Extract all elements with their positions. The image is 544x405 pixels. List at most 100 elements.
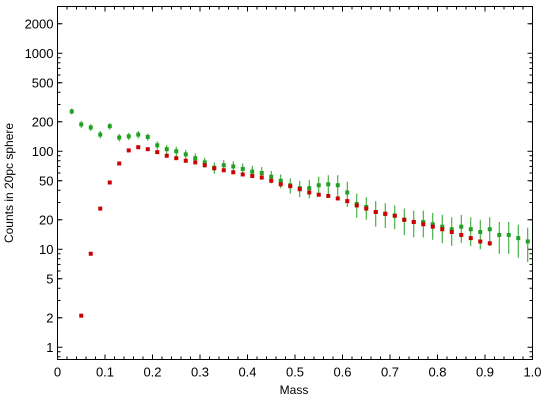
data-point [478,239,483,244]
x-tick-label: 0.8 [428,365,446,380]
data-point [487,241,492,246]
data-point [449,229,454,234]
y-tick-label: 2 [46,310,53,325]
data-point [411,219,416,224]
data-point [259,170,264,175]
x-axis-title: Mass [280,383,309,397]
data-point [364,206,369,211]
data-point [269,174,274,179]
data-point [183,152,188,157]
data-point [278,182,283,187]
data-point [69,109,74,114]
data-point [79,122,84,127]
x-tick-label: 0.3 [191,365,209,380]
data-point [269,178,274,183]
data-point [459,224,464,229]
data-point [478,229,483,234]
data-point [164,153,169,158]
data-point [316,192,321,197]
data-point [354,203,359,208]
data-point [117,161,122,166]
data-point [497,232,502,237]
y-tick-label: 1000 [25,46,54,61]
data-point [297,187,302,192]
data-point [193,156,198,161]
data-point [326,182,331,187]
plot-frame [57,6,533,360]
data-point [117,135,122,140]
data-point [392,213,397,218]
x-tick-label: 0.4 [238,365,256,380]
data-point [307,190,312,195]
data-point [164,147,169,152]
y-tick-label: 50 [39,173,53,188]
data-point [345,199,350,204]
y-axis-title: Counts in 20pc sphere [2,123,16,243]
data-point [459,232,464,237]
data-point [145,134,150,139]
data-point [145,147,150,152]
x-tick-label: 0.6 [333,365,351,380]
data-point [174,149,179,154]
data-point [98,132,103,137]
data-point [174,156,179,161]
data-point [98,206,103,211]
y-tick-label: 20 [39,212,53,227]
data-point [240,172,245,177]
data-point [88,251,93,256]
y-tick-label: 200 [32,114,54,129]
data-point [126,134,131,139]
x-tick-label: 0.5 [286,365,304,380]
y-tick-label: 10 [39,242,53,257]
data-point [421,219,426,224]
data-point [107,124,112,129]
data-point [231,170,236,175]
data-point [345,190,350,195]
data-point [383,211,388,216]
data-point [79,313,84,318]
data-point [373,209,378,214]
data-point [193,160,198,165]
data-point [126,148,131,153]
data-point [440,224,445,229]
data-point [107,180,112,185]
data-point [250,173,255,178]
data-point [202,163,207,168]
data-point [516,236,521,241]
data-point [278,178,283,183]
data-point [430,222,435,227]
y-tick-label: 1 [46,340,53,355]
data-point [468,227,473,232]
data-point [335,196,340,201]
data-point [506,232,511,237]
data-point [221,168,226,173]
data-point [468,236,473,241]
x-tick-label: 0.9 [476,365,494,380]
data-point [335,183,340,188]
data-point [487,227,492,232]
y-tick-label: 2000 [25,16,54,31]
data-point [307,186,312,191]
y-tick-label: 500 [32,75,54,90]
x-tick-label: 1.0 [523,365,541,380]
data-point [250,169,255,174]
data-point [316,183,321,188]
data-point [88,125,93,130]
data-point [440,227,445,232]
x-tick-label: 0.7 [381,365,399,380]
data-point [402,217,407,222]
data-point [136,132,141,137]
data-point [136,145,141,150]
y-tick-label: 100 [32,144,54,159]
data-point [326,193,331,198]
data-point [259,175,264,180]
data-point [183,158,188,163]
y-tick-label: 5 [46,271,53,286]
x-tick-label: 0 [54,365,61,380]
x-tick-label: 0.1 [96,365,114,380]
data-point [240,166,245,171]
data-point [155,150,160,155]
data-point [525,239,530,244]
